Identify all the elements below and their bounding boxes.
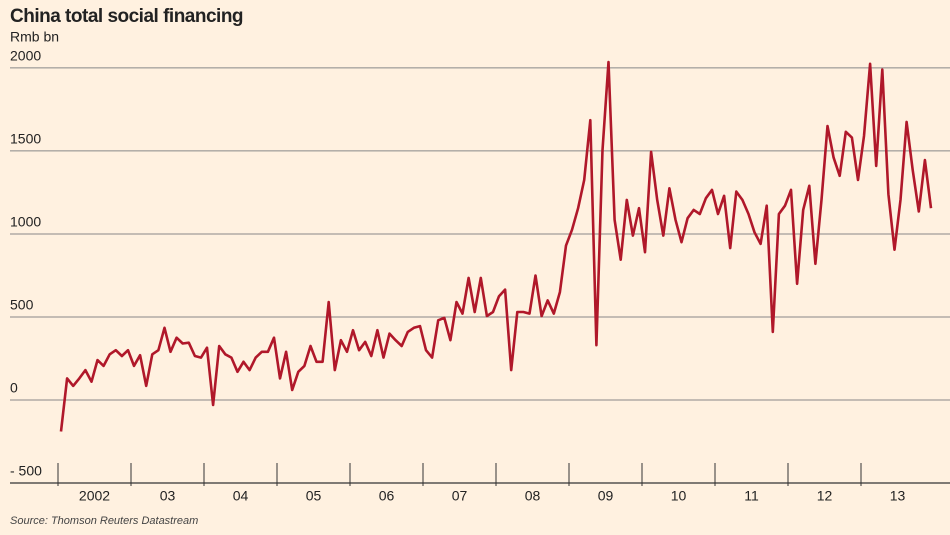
x-tick-label: 05 xyxy=(306,488,322,504)
x-tick-label: 04 xyxy=(233,488,249,504)
y-tick-label: - 500 xyxy=(10,463,42,479)
y-tick-label: 2000 xyxy=(10,48,41,64)
chart-title: China total social financing xyxy=(10,6,243,27)
y-tick-label: 1000 xyxy=(10,214,41,230)
chart-subtitle: Rmb bn xyxy=(10,29,59,45)
y-tick-label: 0 xyxy=(10,380,18,396)
x-tick-label: 11 xyxy=(744,488,759,504)
x-tick-label: 13 xyxy=(890,488,906,504)
x-tick-label: 03 xyxy=(160,488,176,504)
x-tick-label: 09 xyxy=(598,488,614,504)
y-tick-label: 500 xyxy=(10,297,34,313)
x-tick-label: 10 xyxy=(671,488,687,504)
x-tick-label: 07 xyxy=(452,488,468,504)
x-tick-label: 2002 xyxy=(79,488,110,504)
data-line xyxy=(59,60,933,432)
source: Source: Thomson Reuters Datastream xyxy=(10,515,198,527)
x-tick-label: 06 xyxy=(379,488,395,504)
x-tick-label: 08 xyxy=(525,488,541,504)
y-tick-label: 1500 xyxy=(10,131,41,147)
x-tick-label: 12 xyxy=(817,488,833,504)
